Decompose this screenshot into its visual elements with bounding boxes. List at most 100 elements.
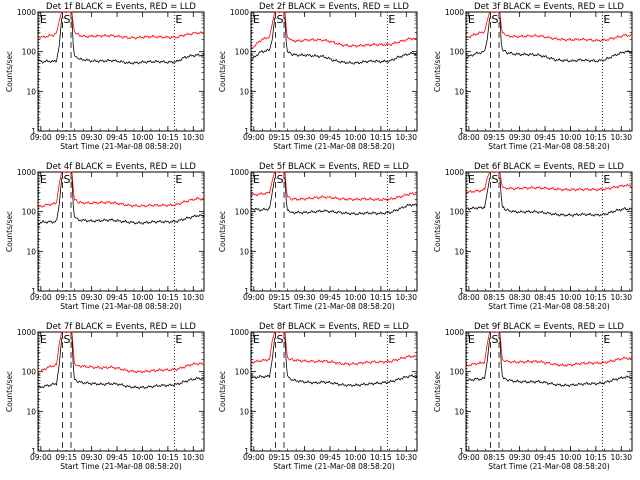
x-tick-label: 10:00 [132, 293, 154, 302]
x-tick-label: 10:00 [560, 453, 582, 462]
data-gap [491, 13, 499, 130]
marker-label: E [40, 13, 47, 26]
panel-title: Det 1f BLACK = Events, RED = LLD [46, 2, 196, 12]
marker-label: S [277, 13, 284, 26]
x-tick-label: 10:00 [560, 133, 582, 142]
marker-label: S [64, 333, 71, 346]
y-axis-label: Counts/sec [433, 51, 442, 92]
marker-label: S [64, 13, 71, 26]
x-tick-label: 09:30 [81, 133, 103, 142]
y-axis-label: Counts/sec [218, 211, 227, 252]
x-tick-label: 10:00 [132, 453, 154, 462]
marker-label: E [388, 173, 395, 186]
x-axis-label: Start Time (21-Mar-08 08:58:20) [60, 142, 182, 151]
panel-title: Det 9f BLACK = Events, RED = LLD [474, 322, 624, 332]
x-tick-label: 08:15 [483, 293, 505, 302]
marker-label: E [468, 173, 475, 186]
y-tick-label: 10 [26, 407, 36, 416]
x-tick-label: 10:15 [370, 453, 392, 462]
x-tick-label: 09:15 [55, 293, 77, 302]
panel-title: Det 3f BLACK = Events, RED = LLD [474, 2, 624, 12]
y-tick-label: 1 [459, 287, 464, 296]
plot-frame [250, 11, 418, 132]
plot-frame [465, 11, 633, 132]
y-tick-label: 100 [235, 208, 250, 217]
data-gap [491, 333, 499, 450]
x-tick-label: 10:30 [395, 293, 417, 302]
y-tick-label: 1 [31, 447, 36, 456]
marker-label: E [175, 173, 182, 186]
x-tick-label: 09:15 [55, 453, 77, 462]
y-axis-label: Counts/sec [5, 51, 14, 92]
marker-label: E [40, 173, 47, 186]
y-tick-label: 100 [235, 368, 250, 377]
marker-label: E [253, 13, 260, 26]
lld-series-line [250, 11, 418, 49]
y-tick-label: 1000 [445, 328, 464, 337]
x-tick-label: 09:30 [509, 133, 531, 142]
y-tick-label: 100 [450, 368, 465, 377]
plot-frame [37, 171, 205, 292]
y-axis-label: Counts/sec [5, 371, 14, 412]
y-tick-label: 10 [239, 247, 249, 256]
marker-label: S [492, 333, 499, 346]
data-gap [491, 173, 499, 290]
lld-series-line [465, 11, 633, 43]
x-axis-label: Start Time (21-Mar-08 08:58:20) [488, 462, 610, 471]
lld-series-line [37, 171, 205, 208]
y-tick-label: 100 [22, 208, 37, 217]
x-tick-label: 09:15 [268, 293, 290, 302]
x-tick-label: 09:45 [534, 453, 556, 462]
panel-det-4: Det 4f BLACK = Events, RED = LLD 1 10 100 10… [5, 162, 205, 311]
x-tick-label: 10:15 [585, 133, 607, 142]
x-tick-label: 09:00 [243, 293, 265, 302]
x-tick-label: 09:15 [268, 133, 290, 142]
x-tick-label: 09:00 [243, 453, 265, 462]
x-tick-label: 09:45 [319, 453, 341, 462]
lld-series-line [465, 331, 633, 367]
y-tick-label: 1000 [445, 8, 464, 17]
marker-label: E [468, 333, 475, 346]
x-tick-label: 10:30 [610, 453, 632, 462]
marker-label: E [253, 173, 260, 186]
x-tick-label: 10:15 [585, 453, 607, 462]
marker-label: S [64, 173, 71, 186]
panel-det-8: Det 8f BLACK = Events, RED = LLD 1 10 100 10… [218, 322, 418, 471]
y-tick-label: 10 [26, 87, 36, 96]
data-gap [63, 173, 71, 290]
y-tick-label: 1 [31, 127, 36, 136]
y-tick-label: 1 [244, 287, 249, 296]
marker-label: E [40, 333, 47, 346]
x-tick-label: 09:45 [106, 453, 128, 462]
marker-label: E [603, 173, 610, 186]
panel-det-3: Det 3f BLACK = Events, RED = LLD 1 10 100 10… [433, 2, 633, 151]
marker-label: S [492, 13, 499, 26]
x-tick-label: 10:30 [395, 453, 417, 462]
x-tick-label: 09:00 [30, 453, 52, 462]
data-gap [276, 13, 284, 130]
lld-series-line [37, 11, 205, 40]
y-tick-label: 1 [459, 447, 464, 456]
x-tick-label: 10:30 [182, 453, 204, 462]
panel-det-1: Det 1f BLACK = Events, RED = LLD 1 10 100 10… [5, 2, 205, 151]
y-axis-label: Counts/sec [5, 211, 14, 252]
y-axis-label: Counts/sec [433, 211, 442, 252]
x-tick-label: 10:00 [560, 293, 582, 302]
x-tick-label: 09:30 [294, 293, 316, 302]
panel-det-9: Det 9f BLACK = Events, RED = LLD 1 10 100 10… [433, 322, 633, 471]
y-tick-label: 10 [454, 247, 464, 256]
y-tick-label: 1000 [17, 8, 36, 17]
x-tick-label: 08:45 [534, 293, 556, 302]
plot-frame [250, 331, 418, 452]
panel-det-7: Det 7f BLACK = Events, RED = LLD 1 10 100 10… [5, 322, 205, 471]
x-axis-label: Start Time (21-Mar-08 08:58:20) [60, 302, 182, 311]
x-tick-label: 10:15 [157, 133, 179, 142]
x-tick-label: 09:30 [509, 453, 531, 462]
plot-frame [465, 171, 633, 292]
x-tick-label: 09:15 [483, 133, 505, 142]
lld-series-line [465, 171, 633, 195]
x-tick-label: 09:30 [294, 453, 316, 462]
y-tick-label: 10 [454, 407, 464, 416]
x-tick-label: 09:45 [534, 133, 556, 142]
